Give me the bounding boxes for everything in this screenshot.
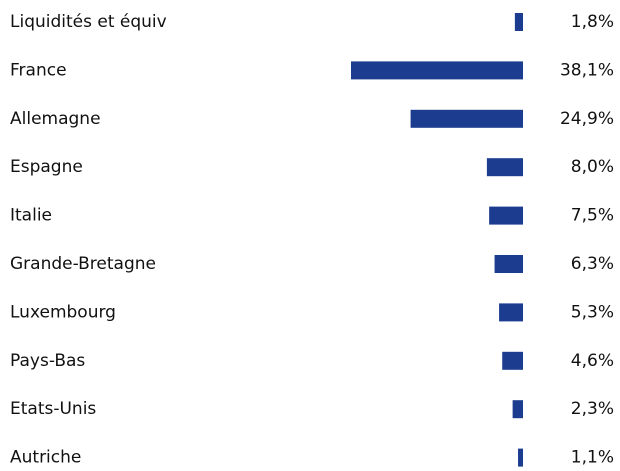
value-label: 38,1% (560, 60, 614, 80)
category-label: Allemagne (10, 109, 101, 129)
bar (502, 351, 523, 370)
category-label: Liquidités et équiv (10, 12, 167, 32)
category-label: Autriche (10, 448, 81, 467)
category-label: Grande-Bretagne (10, 254, 156, 274)
bar (410, 109, 523, 128)
value-label: 1,1% (571, 448, 614, 467)
category-label: France (10, 60, 67, 80)
value-label: 6,3% (571, 254, 614, 274)
bar (499, 303, 523, 322)
value-label: 1,8% (571, 12, 614, 32)
bar (518, 448, 523, 467)
value-label: 2,3% (571, 399, 614, 419)
category-label: Italie (10, 206, 52, 226)
category-label: Etats-Unis (10, 399, 96, 419)
bar (489, 206, 523, 225)
bar (486, 158, 523, 177)
category-label: Luxembourg (10, 302, 116, 322)
bar (351, 61, 523, 80)
value-label: 7,5% (571, 206, 614, 226)
bar (514, 13, 523, 31)
value-label: 24,9% (560, 109, 614, 129)
bar (512, 400, 523, 419)
value-label: 8,0% (571, 157, 614, 177)
value-label: 5,3% (571, 302, 614, 322)
bar (494, 255, 523, 273)
value-label: 4,6% (571, 351, 614, 371)
category-label: Pays-Bas (10, 351, 85, 371)
category-label: Espagne (10, 157, 83, 177)
